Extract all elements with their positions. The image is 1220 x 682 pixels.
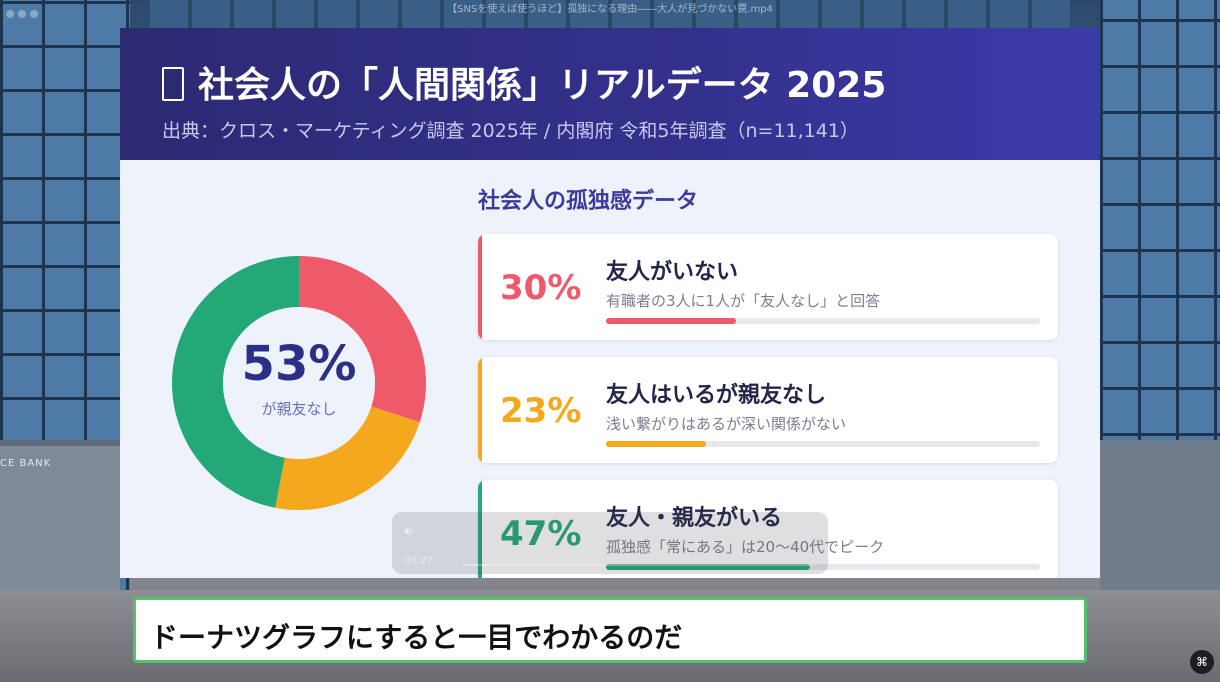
progress-fill: [606, 564, 810, 570]
slide-title-row: 社会人の「人間関係」リアルデータ 2025: [162, 56, 886, 108]
window-titlebar: 【SNSを使えば使うほど】孤独になる理由――大人が見づかない罠.mp4: [0, 0, 1220, 18]
card-accent: [478, 234, 482, 340]
speaker-icon[interactable]: 🔊︎: [404, 524, 413, 539]
close-window-dot[interactable]: [6, 10, 14, 18]
donut-center-label: が親友なし: [261, 400, 337, 418]
stat-card-no-best-friend: 23% 友人はいるが親友なし 浅い繋がりはあるが深い関係がない: [478, 357, 1058, 463]
card-description: 有職者の3人に1人が「友人なし」と回答: [606, 292, 881, 310]
presentation-slide: 社会人の「人間関係」リアルデータ 2025 出典：クロス・マーケティング調査 2…: [120, 28, 1100, 578]
donut-slice-3: [171, 256, 299, 508]
progress-fill: [606, 318, 737, 324]
card-label: 友人はいるが親友なし: [606, 383, 827, 408]
donut-slice-1: [299, 256, 426, 423]
subtitle-text: ドーナツグラフにすると一目でわかるのだ: [150, 621, 683, 654]
card-accent: [478, 357, 482, 463]
card-description: 浅い繋がりはあるが深い関係がない: [606, 415, 847, 433]
progress-track: [606, 564, 1040, 570]
card-percent: 30%: [500, 268, 582, 308]
slide-title: 社会人の「人間関係」リアルデータ 2025: [198, 65, 887, 106]
playback-time: 00:27: [404, 556, 433, 567]
window-controls[interactable]: [6, 3, 42, 22]
slide-header: 社会人の「人間関係」リアルデータ 2025 出典：クロス・マーケティング調査 2…: [120, 28, 1100, 160]
card-description: 孤独感「常にある」は20〜40代でピーク: [606, 538, 885, 556]
donut-center-value: 53%: [241, 336, 357, 392]
background-building-top: [150, 0, 1070, 30]
donut-chart: 53% が親友なし: [170, 254, 428, 512]
donut-chart-svg: [171, 256, 426, 510]
progress-track: [606, 318, 1040, 324]
minimize-window-dot[interactable]: [18, 10, 26, 18]
subtitle-box: ドーナツグラフにすると一目でわかるのだ: [133, 597, 1087, 663]
notebook-icon: [162, 67, 184, 101]
caption-icon[interactable]: ⌘: [1190, 650, 1214, 674]
card-percent: 23%: [500, 391, 582, 431]
card-label: 友人がいない: [606, 260, 739, 285]
seek-bar[interactable]: [462, 564, 812, 566]
donut-hole: [223, 307, 375, 459]
section-title: 社会人の孤独感データ: [478, 189, 699, 214]
progress-track: [606, 441, 1040, 447]
slide-source: 出典：クロス・マーケティング調査 2025年 / 内閣府 令和5年調査（n=11…: [162, 120, 859, 142]
stat-card-has-friends: 47% 友人・親友がいる 孤独感「常にある」は20〜40代でピーク: [478, 480, 1058, 578]
progress-fill: [606, 441, 706, 447]
window-file-title: 【SNSを使えば使うほど】孤独になる理由――大人が見づかない罠.mp4: [447, 4, 773, 15]
donut-slice-2: [275, 406, 420, 510]
building-sign: CE BANK: [0, 458, 52, 469]
stat-card-no-friends: 30% 友人がいない 有職者の3人に1人が「友人なし」と回答: [478, 234, 1058, 340]
card-percent: 47%: [500, 514, 582, 554]
card-label: 友人・親友がいる: [606, 506, 783, 531]
card-accent: [478, 480, 482, 578]
video-player-controls[interactable]: 🔊︎ 00:27: [392, 512, 828, 574]
zoom-window-dot[interactable]: [30, 10, 38, 18]
donut-center: 53% が親友なし: [170, 254, 428, 512]
